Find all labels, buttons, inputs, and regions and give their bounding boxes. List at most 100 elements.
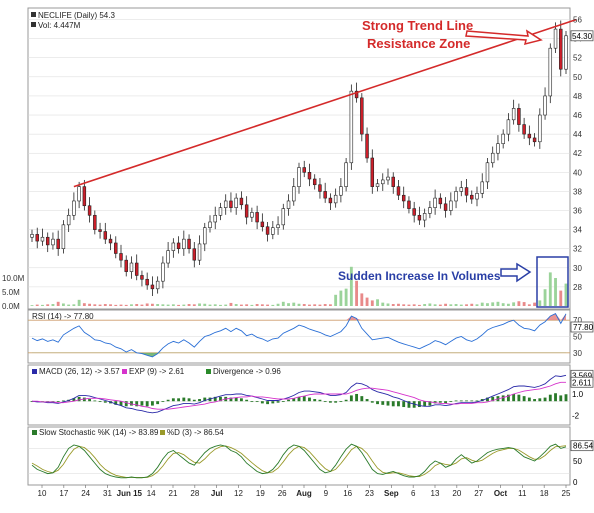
rsi-indicator: RSI (14) -> 77.80 70 50 30 77.80 bbox=[28, 312, 594, 358]
volume-bar bbox=[93, 304, 97, 306]
volume-bar bbox=[564, 283, 568, 306]
candle-body bbox=[412, 208, 416, 216]
volume-bar bbox=[192, 304, 196, 306]
volume-bar bbox=[480, 302, 484, 306]
candle-body bbox=[506, 119, 511, 135]
volume-bar bbox=[292, 302, 296, 306]
stoch-tick-label: 0 bbox=[573, 478, 578, 487]
stoch-tick-label: 86.54 bbox=[573, 442, 594, 451]
volume-bar bbox=[323, 304, 327, 306]
macd-divergence-bar bbox=[161, 401, 165, 403]
candle-body bbox=[260, 221, 265, 228]
macd-divergence-bar bbox=[501, 395, 505, 402]
candles bbox=[30, 20, 568, 296]
volume-bars bbox=[30, 266, 568, 306]
candle-body bbox=[511, 108, 516, 121]
rsi-last-value: 77.80 bbox=[573, 323, 594, 332]
candle-body bbox=[496, 143, 500, 154]
volume-bar bbox=[339, 290, 343, 306]
volume-bar bbox=[30, 305, 34, 306]
price-tick-label: 34 bbox=[573, 226, 582, 235]
candle-body bbox=[564, 35, 568, 70]
macd-divergence-bar bbox=[370, 401, 374, 403]
candle-body bbox=[312, 178, 317, 186]
candle-body bbox=[239, 197, 244, 206]
candle-body bbox=[82, 186, 87, 207]
candle-body bbox=[470, 194, 474, 200]
macd-divergence-bar bbox=[391, 401, 395, 407]
macd-divergence-bar bbox=[302, 396, 306, 402]
candle-body bbox=[93, 214, 97, 230]
volume-bar bbox=[208, 304, 212, 306]
volume-bar bbox=[527, 304, 531, 306]
volume-bar bbox=[130, 304, 133, 306]
volume-bar bbox=[77, 299, 81, 306]
macd-divergence-bar bbox=[140, 401, 144, 406]
volume-bar bbox=[177, 304, 181, 306]
volume-bar bbox=[433, 304, 437, 306]
candle-body bbox=[522, 124, 526, 135]
volume-bar bbox=[475, 304, 479, 306]
candle-body bbox=[108, 238, 113, 244]
volume-bar bbox=[381, 302, 385, 306]
volume-bar bbox=[512, 302, 516, 306]
candle-body bbox=[208, 221, 212, 229]
macd-divergence-bar bbox=[177, 398, 181, 402]
candle-body bbox=[77, 186, 81, 202]
x-tick-label: 13 bbox=[431, 489, 440, 498]
macd-divergence-bar bbox=[334, 401, 338, 403]
volume-bar bbox=[444, 303, 448, 306]
macd-divergence-bar bbox=[365, 399, 369, 402]
candle-body bbox=[192, 248, 197, 261]
macd-divergence-bar bbox=[512, 393, 516, 402]
rsi-title: RSI (14) -> 77.80 bbox=[32, 312, 94, 321]
candle-body bbox=[407, 200, 411, 209]
volume-bar bbox=[412, 304, 416, 306]
volume-bar bbox=[313, 304, 317, 306]
volume-bar bbox=[281, 301, 285, 306]
volume-bar bbox=[349, 266, 353, 306]
volume-bar bbox=[114, 304, 118, 306]
candle-body bbox=[45, 236, 50, 246]
candle-body bbox=[124, 259, 128, 272]
candle-body bbox=[443, 203, 448, 211]
macd-divergence-bar bbox=[72, 398, 76, 402]
volume-bar bbox=[51, 304, 55, 306]
volume-bar bbox=[397, 303, 400, 306]
macd-divergence-bar bbox=[538, 398, 542, 402]
price-last-value: 54.30 bbox=[572, 32, 593, 41]
macd-divergence-bar bbox=[417, 401, 421, 408]
volume-bar bbox=[229, 302, 233, 306]
x-tick-label: 27 bbox=[474, 489, 483, 498]
macd-divergence-bar bbox=[297, 396, 301, 402]
price-tick-label: 50 bbox=[573, 73, 582, 82]
volume-bar bbox=[182, 304, 186, 306]
volume-axis: 0.0M 5.0M 10.0M bbox=[2, 274, 25, 311]
macd-legend-label: Divergence -> 0.96 bbox=[213, 367, 281, 376]
volume-bar bbox=[98, 304, 102, 306]
candle-body bbox=[475, 193, 479, 200]
candle-body bbox=[234, 197, 238, 208]
macd-divergence-bar bbox=[506, 394, 510, 402]
candle-body bbox=[114, 242, 118, 254]
price-grid bbox=[28, 19, 570, 288]
candle-body bbox=[401, 194, 406, 202]
candle-body bbox=[255, 212, 259, 223]
volume-bar bbox=[391, 304, 395, 306]
annotation-arrow-red bbox=[465, 29, 543, 46]
macd-divergence-bar bbox=[554, 393, 557, 402]
volume-bar bbox=[103, 304, 107, 306]
macd-divergence-bar bbox=[135, 401, 139, 407]
volume-bar bbox=[360, 293, 364, 306]
rsi-last-box bbox=[570, 321, 594, 333]
macd-divergence-bar bbox=[171, 398, 175, 402]
annotation-volume-box bbox=[536, 256, 569, 308]
annotation-volumes: Sudden Increase In Volumes bbox=[338, 269, 501, 283]
macd-divergence-bar bbox=[61, 400, 65, 402]
macd-divergence-bar bbox=[438, 401, 442, 403]
macd-divergence-bar bbox=[486, 397, 489, 402]
candle-body bbox=[449, 200, 453, 211]
volume-bar bbox=[61, 303, 65, 306]
candle-body bbox=[182, 238, 186, 250]
volume-bar bbox=[491, 302, 495, 306]
